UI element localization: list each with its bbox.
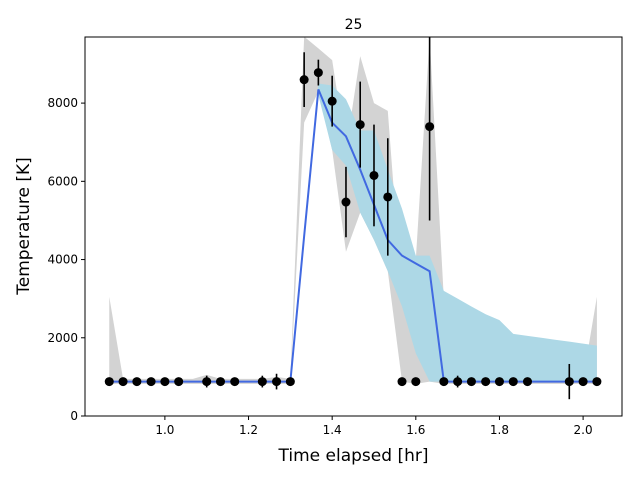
data-point [578, 377, 588, 387]
data-point [230, 377, 240, 387]
data-point [272, 377, 282, 387]
x-tick-label: 1.6 [406, 423, 425, 437]
data-point [369, 170, 379, 180]
data-point [508, 377, 518, 387]
data-point [132, 377, 142, 387]
data-point [160, 377, 170, 387]
data-point [592, 377, 602, 387]
data-point [216, 377, 226, 387]
axes-frame [84, 36, 623, 417]
data-point [118, 377, 128, 387]
data-point [355, 120, 365, 130]
data-point [202, 377, 212, 387]
x-axis-label: Time elapsed [hr] [278, 446, 429, 466]
y-tick-label: 8000 [47, 96, 78, 110]
data-point [564, 377, 574, 387]
data-point [397, 377, 407, 387]
y-tick-label: 6000 [47, 174, 78, 188]
y-axis-label: Temperature [K] [14, 157, 34, 296]
plot-area [104, 37, 602, 400]
y-tick-label: 2000 [47, 331, 78, 345]
x-tick-label: 1.2 [239, 423, 258, 437]
data-point [522, 377, 532, 387]
x-tick-label: 2.0 [574, 423, 593, 437]
data-point [425, 122, 435, 132]
data-point [285, 377, 295, 387]
data-point [494, 377, 504, 387]
data-point [174, 377, 184, 387]
data-point [146, 377, 156, 387]
data-point [299, 75, 309, 85]
data-point [257, 377, 267, 387]
y-tick-label: 4000 [47, 253, 78, 267]
x-tick-label: 1.4 [323, 423, 342, 437]
outer-band [109, 37, 597, 384]
inner-band [109, 83, 597, 382]
data-point [104, 377, 114, 387]
x-tick-label: 1.8 [490, 423, 509, 437]
data-point [466, 377, 476, 387]
y-tick-label: 0 [70, 409, 78, 423]
chart-title: 25 [345, 17, 363, 33]
data-point [383, 192, 393, 202]
data-point [313, 68, 323, 78]
data-point [341, 197, 351, 207]
data-point [439, 377, 449, 387]
data-point [453, 377, 463, 387]
data-point [327, 96, 337, 106]
data-point [481, 377, 491, 387]
x-tick-label: 1.0 [155, 423, 174, 437]
data-point [411, 377, 421, 387]
